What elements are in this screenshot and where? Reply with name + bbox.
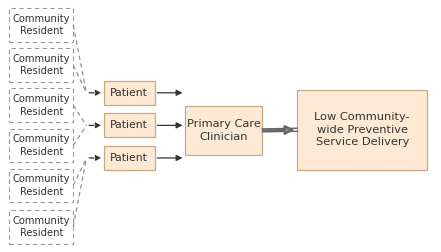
- Text: Patient: Patient: [110, 153, 148, 163]
- FancyBboxPatch shape: [104, 113, 154, 137]
- Text: Low Community-
wide Preventive
Service Delivery: Low Community- wide Preventive Service D…: [314, 112, 410, 147]
- Text: Patient: Patient: [110, 88, 148, 98]
- FancyBboxPatch shape: [104, 146, 154, 170]
- Text: Community
Resident: Community Resident: [13, 216, 70, 238]
- Text: Community
Resident: Community Resident: [13, 174, 70, 197]
- Text: Patient: Patient: [110, 120, 148, 130]
- Text: Community
Resident: Community Resident: [13, 94, 70, 116]
- Text: Community
Resident: Community Resident: [13, 134, 70, 157]
- Text: Community
Resident: Community Resident: [13, 14, 70, 36]
- Text: Community
Resident: Community Resident: [13, 54, 70, 76]
- FancyBboxPatch shape: [185, 106, 262, 155]
- FancyBboxPatch shape: [297, 90, 427, 170]
- Text: Primary Care
Clinician: Primary Care Clinician: [187, 119, 261, 142]
- FancyBboxPatch shape: [104, 81, 154, 105]
